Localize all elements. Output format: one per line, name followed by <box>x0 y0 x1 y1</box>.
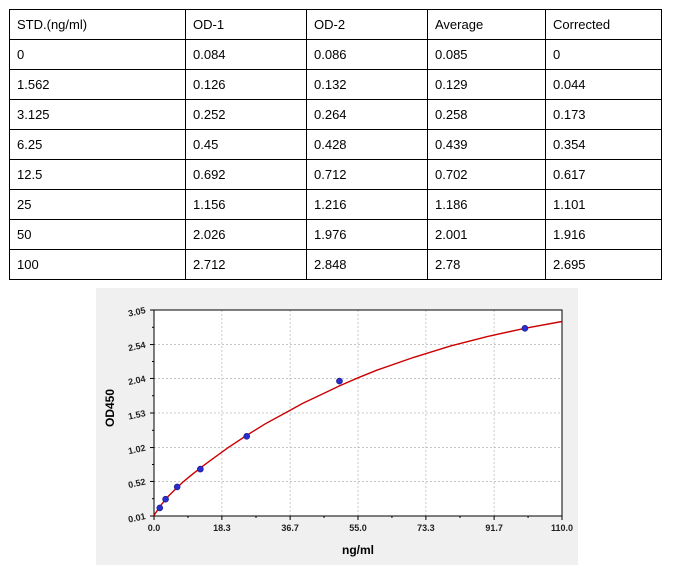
table-cell: 0.264 <box>306 99 428 130</box>
table-cell: 1.976 <box>306 219 428 250</box>
table-cell: 3.125 <box>9 99 186 130</box>
data-point <box>243 433 251 440</box>
table-row: 25 1.156 1.216 1.186 1.101 <box>9 189 662 220</box>
data-point <box>521 324 529 332</box>
table-cell: 2.848 <box>306 249 428 280</box>
table-cell: 25 <box>9 189 186 220</box>
y-tick-label: 1.02 <box>127 443 146 456</box>
table-cell: 0.044 <box>545 69 662 100</box>
fitted-curve <box>153 320 563 516</box>
table-row: 1.562 0.126 0.132 0.129 0.044 <box>9 69 662 100</box>
table-row: 3.125 0.252 0.264 0.258 0.173 <box>9 99 662 130</box>
table-cell: 2.712 <box>185 249 307 280</box>
table-cell: 0.085 <box>427 39 546 70</box>
y-axis-title: OD450 <box>103 389 117 427</box>
table-cell: 0.258 <box>427 99 546 130</box>
table-cell: 0 <box>545 39 662 70</box>
x-tick-label: 18.3 <box>213 523 231 533</box>
table-cell: 0.428 <box>306 129 428 160</box>
table-cell: 0.712 <box>306 159 428 190</box>
x-tick-label: 55.0 <box>349 523 367 533</box>
table-cell: 0.126 <box>185 69 307 100</box>
y-tick-label: 0.01 <box>127 511 146 524</box>
table-cell: 100 <box>9 249 186 280</box>
table-cell: 1.916 <box>545 219 662 250</box>
table-cell: 2.026 <box>185 219 307 250</box>
x-tick-label: 0.0 <box>148 523 161 533</box>
column-header: OD-2 <box>306 9 428 40</box>
x-axis-ticks: 0.0 18.3 36.7 55.0 73.3 91.7 110.0 <box>148 516 573 533</box>
x-tick-label: 91.7 <box>485 523 503 533</box>
data-point <box>162 495 169 503</box>
table-cell: 1.562 <box>9 69 186 100</box>
data-point <box>173 483 181 491</box>
table-cell: 0.692 <box>185 159 307 190</box>
y-tick-label: 0.52 <box>127 477 146 490</box>
table-cell: 0.173 <box>545 99 662 130</box>
table-cell: 1.216 <box>306 189 428 220</box>
y-tick-label: 2.04 <box>127 374 146 387</box>
table-cell: 1.186 <box>427 189 546 220</box>
table-row: 100 2.712 2.848 2.78 2.695 <box>9 249 662 280</box>
column-header: OD-1 <box>185 9 307 40</box>
column-header: Average <box>427 9 546 40</box>
table-cell: 0.617 <box>545 159 662 190</box>
x-axis-title: ng/ml <box>342 543 374 557</box>
y-tick-label: 3.05 <box>127 305 146 318</box>
table-row: 0 0.084 0.086 0.085 0 <box>9 39 662 70</box>
table-row: 12.5 0.692 0.712 0.702 0.617 <box>9 159 662 190</box>
table-row: 50 2.026 1.976 2.001 1.916 <box>9 219 662 250</box>
table-cell: 0 <box>9 39 186 70</box>
standard-curve-chart: 0.0 18.3 36.7 55.0 73.3 91.7 110.0 0.01 0.52 1.0… <box>96 288 578 565</box>
y-tick-label: 1.53 <box>127 408 146 421</box>
table-cell: 2.78 <box>427 249 546 280</box>
table-cell: 0.132 <box>306 69 428 100</box>
table-cell: 12.5 <box>9 159 186 190</box>
header-row: STD.(ng/ml) OD-1 OD-2 Average Corrected <box>9 9 662 40</box>
data-point <box>156 504 164 512</box>
table-cell: 1.101 <box>545 189 662 220</box>
table-cell: 0.252 <box>185 99 307 130</box>
table-cell: 0.45 <box>185 129 307 160</box>
table-cell: 0.086 <box>306 39 428 70</box>
table-cell: 1.156 <box>185 189 307 220</box>
table-cell: 0.354 <box>545 129 662 160</box>
x-tick-label: 73.3 <box>417 523 435 533</box>
table-cell: 50 <box>9 219 186 250</box>
data-points <box>156 324 529 512</box>
x-tick-label: 110.0 <box>551 523 573 533</box>
chart-svg: 0.0 18.3 36.7 55.0 73.3 91.7 110.0 0.01 0.52 1.0… <box>103 305 573 557</box>
table-cell: 2.695 <box>545 249 662 280</box>
y-tick-label: 2.54 <box>127 340 146 353</box>
table-cell: 0.129 <box>427 69 546 100</box>
table-cell: 2.001 <box>427 219 546 250</box>
table-cell: 0.439 <box>427 129 546 160</box>
column-header: STD.(ng/ml) <box>9 9 186 40</box>
table-cell: 6.25 <box>9 129 186 160</box>
standards-table: STD.(ng/ml) OD-1 OD-2 Average Corrected 0 0.08… <box>9 9 662 280</box>
data-point <box>197 465 204 473</box>
table-cell: 0.702 <box>427 159 546 190</box>
table-row: 6.25 0.45 0.428 0.439 0.354 <box>9 129 662 160</box>
column-header: Corrected <box>545 9 662 40</box>
y-axis-ticks: 0.01 0.52 1.02 1.53 2.04 2.54 3.05 <box>127 305 154 525</box>
table-cell: 0.084 <box>185 39 307 70</box>
x-tick-label: 36.7 <box>281 523 299 533</box>
data-point <box>336 377 343 385</box>
